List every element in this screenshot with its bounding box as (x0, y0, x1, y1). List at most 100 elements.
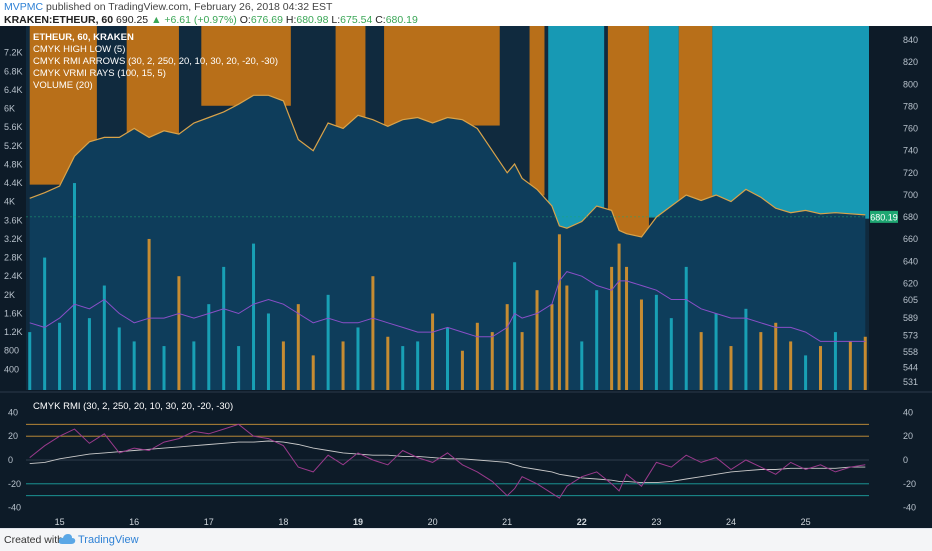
volume-bar[interactable] (416, 341, 420, 390)
volume-bar[interactable] (401, 346, 405, 390)
volume-bar[interactable] (654, 294, 658, 390)
volume-bar[interactable] (669, 318, 673, 390)
volume-bar[interactable] (520, 332, 524, 390)
author-link[interactable]: MVPMC (4, 1, 44, 13)
volume-bar[interactable] (848, 341, 852, 390)
volume-bar[interactable] (513, 262, 517, 390)
signal-band (548, 26, 605, 231)
volume-bar[interactable] (102, 285, 106, 390)
volume-bar[interactable] (550, 304, 554, 390)
volume-bar[interactable] (833, 332, 837, 390)
x-tick-label: 17 (204, 517, 214, 527)
price-tick-label: 544 (903, 363, 918, 373)
volume-bar[interactable] (819, 346, 823, 390)
open-value: 676.69 (250, 14, 283, 26)
price-line[interactable] (29, 94, 866, 238)
tradingview-brand-link[interactable]: TradingView (78, 534, 139, 546)
price-tick-label: 760 (903, 124, 918, 134)
volume-bar[interactable] (72, 183, 76, 390)
volume-bar[interactable] (639, 299, 643, 391)
legend-title: ETHEUR, 60, KRAKEN (33, 32, 134, 43)
volume-bar[interactable] (490, 332, 494, 390)
volume-bar[interactable] (87, 318, 91, 390)
rmi-tick-label: -20 (903, 479, 916, 489)
signal-band (529, 26, 545, 196)
legend-item[interactable]: CMYK HIGH LOW (5) (33, 44, 125, 55)
axes: 680.19 840 820 800 780 760 740 720 700 680 660 640 6… (0, 35, 932, 527)
volume-bar[interactable] (281, 341, 285, 390)
volume-tick-label: 5.6K (4, 122, 23, 132)
volume-bar[interactable] (162, 346, 166, 390)
volume-bar[interactable] (863, 336, 867, 390)
volume-bar[interactable] (699, 332, 703, 390)
volume-bar[interactable] (610, 266, 614, 390)
volume-bar[interactable] (431, 313, 435, 390)
volume-bar[interactable] (147, 238, 151, 390)
volume-bar[interactable] (28, 332, 32, 390)
signal-band (648, 26, 679, 218)
volume-bar[interactable] (774, 322, 778, 390)
x-tick-label: 16 (129, 517, 139, 527)
volume-bar[interactable] (565, 285, 569, 390)
volume-bar[interactable] (617, 243, 621, 390)
volume-bar[interactable] (266, 313, 270, 390)
volume-bar[interactable] (177, 276, 181, 390)
volume-bar[interactable] (595, 290, 599, 390)
volume-bar[interactable] (625, 266, 629, 390)
volume-bar[interactable] (207, 304, 211, 390)
volume-bar[interactable] (252, 243, 256, 390)
volume-bar[interactable] (132, 341, 136, 390)
rmi-pane-title[interactable]: CMYK RMI (30, 2, 250, 20, 10, 30, 20, -2… (33, 401, 233, 412)
rmi-line[interactable] (29, 423, 866, 499)
volume-bar[interactable] (222, 266, 226, 390)
volume-bar[interactable] (714, 313, 718, 390)
volume-bar[interactable] (475, 322, 479, 390)
chart-canvas[interactable]: 680.19 840 820 800 780 760 740 720 700 680 660 640 6… (0, 26, 932, 528)
volume-bar[interactable] (58, 322, 62, 390)
x-tick-label: 24 (726, 517, 736, 527)
volume-bar[interactable] (804, 355, 808, 390)
volume-bar[interactable] (729, 346, 733, 390)
publish-info: published on TradingView.com, February 2… (46, 1, 333, 13)
rmi-tick-label: 0 (903, 455, 908, 465)
volume-bar[interactable] (557, 234, 561, 390)
signal-band (335, 26, 366, 128)
legend-item[interactable]: CMYK VRMI RAYS (100, 15, 5) (33, 68, 166, 79)
volume-bar[interactable] (43, 257, 47, 390)
volume-bar[interactable] (296, 304, 300, 390)
x-tick-label: 15 (55, 517, 65, 527)
volume-tick-label: 4.8K (4, 159, 23, 169)
tradingview-cloud-icon[interactable] (58, 532, 76, 546)
high-label: H: (285, 14, 297, 26)
volume-tick-label: 1.6K (4, 308, 23, 318)
volume-bar[interactable] (341, 341, 345, 390)
price-tick-label: 558 (903, 347, 918, 357)
volume-bar[interactable] (789, 341, 793, 390)
volume-bar[interactable] (535, 290, 539, 390)
volume-ma-line (29, 271, 866, 342)
volume-bar[interactable] (371, 276, 375, 390)
volume-bar[interactable] (237, 346, 241, 390)
volume-bar[interactable] (356, 327, 360, 390)
volume-bar[interactable] (580, 341, 584, 390)
volume-bar[interactable] (744, 308, 748, 390)
volume-bar[interactable] (117, 327, 121, 390)
volume-bar[interactable] (311, 355, 315, 390)
volume-bar[interactable] (460, 350, 464, 390)
volume-bar[interactable] (192, 341, 196, 390)
last-price: 690.25 (116, 14, 149, 26)
volume-bar[interactable] (386, 336, 390, 390)
volume-bar[interactable] (684, 266, 688, 390)
volume-tick-label: 400 (4, 364, 19, 374)
volume-bar[interactable] (505, 304, 509, 390)
legend-item[interactable]: CMYK RMI ARROWS (30, 2, 250, 20, 10, 30,… (33, 56, 278, 67)
volume-bar[interactable] (326, 294, 330, 390)
legend-item[interactable]: VOLUME (20) (33, 80, 93, 91)
price-pane[interactable] (26, 26, 869, 391)
footer: Created with TradingView (0, 528, 932, 551)
volume-bar[interactable] (446, 327, 449, 390)
price-tick-label: 780 (903, 101, 918, 111)
rmi-pane[interactable] (26, 423, 869, 499)
volume-bar[interactable] (759, 332, 763, 390)
volume-tick-label: 4K (4, 197, 15, 207)
